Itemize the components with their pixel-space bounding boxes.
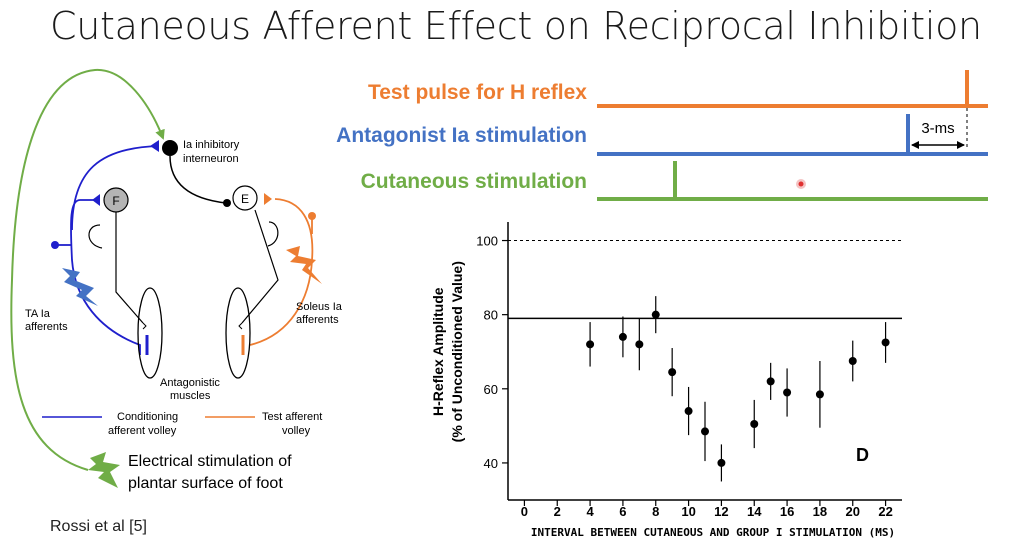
y-axis-label-1: H-Reflex Amplitude xyxy=(430,287,446,416)
data-point xyxy=(815,390,824,399)
inhibitory-synapse xyxy=(223,199,231,207)
interneuron-axon xyxy=(169,155,227,204)
legend-conditioning-label-1: Conditioning xyxy=(117,411,178,423)
plantar-label-1: Electrical stimulation of xyxy=(128,453,292,470)
ta-afferent-fiber xyxy=(70,199,141,355)
soleus-label-2: afferents xyxy=(296,314,339,326)
data-point xyxy=(783,388,792,397)
extensor-label: E xyxy=(241,192,249,206)
data-point xyxy=(766,377,775,386)
x-tick-label: 6 xyxy=(619,504,626,519)
soleus-synapse-e xyxy=(264,193,272,205)
panel-label: D xyxy=(856,445,869,465)
legend-conditioning-label-2: afferent volley xyxy=(108,425,177,437)
x-tick-label: 22 xyxy=(878,504,892,519)
data-point xyxy=(684,407,693,416)
x-tick-label: 14 xyxy=(747,504,762,519)
cutaneous-pathway xyxy=(10,68,165,471)
test-pulse-label: Test pulse for H reflex xyxy=(368,81,587,104)
x-tick-label: 0 xyxy=(521,504,528,519)
y-tick-label: 80 xyxy=(484,308,498,323)
ta-stim-electrode xyxy=(51,241,59,249)
extensor-loop-arrow xyxy=(267,221,279,247)
flexor-loop-arrow xyxy=(88,224,103,249)
plantar-label-2: plantar surface of foot xyxy=(128,475,283,492)
data-point xyxy=(881,338,890,347)
data-point xyxy=(586,340,595,349)
flexor-muscle xyxy=(137,287,163,379)
x-tick-label: 10 xyxy=(681,504,695,519)
ta-afferent-branch xyxy=(71,145,159,231)
data-point xyxy=(750,420,759,429)
soleus-label-1: Soleus Ia xyxy=(296,301,343,313)
timing-diagram: Test pulse for H reflex Antagonist Ia st… xyxy=(336,70,988,201)
y-tick-label: 60 xyxy=(484,382,498,397)
data-point xyxy=(701,427,709,436)
ia-interneuron xyxy=(162,140,178,156)
x-tick-label: 20 xyxy=(846,504,860,519)
data-point xyxy=(635,340,644,349)
data-point xyxy=(651,310,660,319)
interval-label: 3-ms xyxy=(921,120,954,137)
legend-test-label-2: volley xyxy=(282,425,311,437)
ta-synapse-f xyxy=(92,194,100,206)
x-tick-label: 16 xyxy=(780,504,794,519)
data-point xyxy=(717,458,726,467)
citation: Rossi et al [5] xyxy=(50,518,147,535)
y-tick-label: 100 xyxy=(476,234,498,249)
antagonist-label: Antagonist Ia stimulation xyxy=(336,124,587,147)
x-axis-label: Interval between cutaneous and group I s… xyxy=(531,526,895,539)
cutaneous-label: Cutaneous stimulation xyxy=(361,170,587,193)
slide-title: Cutaneous Afferent Effect on Reciprocal … xyxy=(50,4,982,48)
x-tick-label: 18 xyxy=(813,504,827,519)
ta-stimulation-bolt-icon xyxy=(62,268,98,306)
extensor-motoneuron xyxy=(232,185,258,211)
y-tick-label: 40 xyxy=(484,456,498,471)
data-point xyxy=(848,357,857,365)
x-tick-label: 8 xyxy=(652,504,659,519)
soleus-stimulation-bolt-icon xyxy=(286,246,322,284)
x-tick-label: 12 xyxy=(714,504,728,519)
laser-pointer-dot xyxy=(798,181,804,187)
flexor-label: F xyxy=(112,194,119,208)
ta-label-1: TA Ia xyxy=(25,308,51,320)
y-axis-label-2: (% of Unconditioned Value) xyxy=(449,261,465,442)
ia-interneuron-label-1: Ia inhibitory xyxy=(183,139,240,151)
extensor-axon xyxy=(241,209,279,324)
legend-test-label-1: Test afferent xyxy=(262,411,322,423)
muscles-label-2: muscles xyxy=(170,390,211,402)
ta-label-2: afferents xyxy=(25,321,68,333)
soleus-stim-electrode xyxy=(308,212,316,220)
muscles-label-1: Antagonistic xyxy=(160,377,220,389)
plantar-stimulation-bolt-icon xyxy=(88,452,120,488)
data-point xyxy=(668,368,677,377)
flexor-axon xyxy=(115,212,144,324)
ta-synapse-interneuron xyxy=(150,140,159,152)
h-reflex-chart: H-Reflex Amplitude (% of Unconditioned V… xyxy=(430,222,902,539)
circuit-diagram: Ia inhibitory interneuron F E xyxy=(10,68,343,492)
flexor-endplate xyxy=(142,322,147,330)
x-tick-label: 2 xyxy=(554,504,561,519)
extensor-muscle xyxy=(225,287,251,379)
data-point xyxy=(618,332,627,341)
extensor-endplate xyxy=(238,322,243,330)
x-tick-label: 4 xyxy=(586,504,594,519)
ia-interneuron-label-2: interneuron xyxy=(183,153,239,165)
